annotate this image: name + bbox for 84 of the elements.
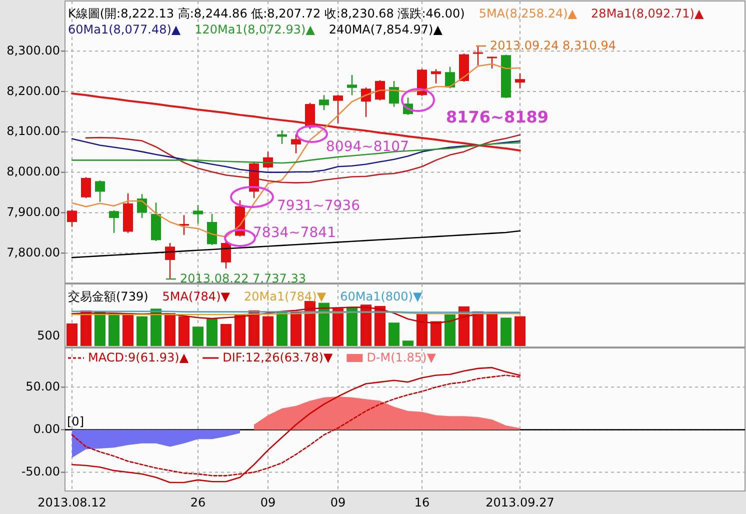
line-series (85, 134, 521, 184)
y-tick-label: 0.00 (33, 422, 60, 436)
bar (430, 321, 442, 346)
candlestick (81, 176, 91, 199)
candlestick (291, 134, 301, 154)
annotation: 2013.09.24 8,310.94 (490, 38, 616, 52)
bar (178, 316, 190, 346)
candlestick (333, 94, 343, 124)
legend-label: D-M(1.85)▼ (366, 350, 437, 364)
x-tick-label: 09 (260, 495, 276, 510)
y-tick-label: 50.00 (26, 379, 60, 394)
candlestick (375, 80, 385, 101)
bar (136, 316, 148, 346)
bar (220, 324, 232, 346)
bar (192, 326, 204, 346)
annotation: 7931~7936 (277, 198, 360, 214)
bar (346, 306, 358, 346)
line-series (71, 138, 521, 173)
candlestick (193, 204, 203, 224)
bar (360, 304, 372, 346)
x-tick-label: 2013.09.27 (486, 495, 554, 510)
bar (318, 302, 330, 346)
bar (108, 313, 120, 346)
chart-title: 交易金額(739) (68, 289, 148, 304)
bar (262, 316, 274, 346)
candlestick (445, 66, 455, 89)
bar (304, 301, 316, 346)
text: 5MA(8,258.24)▲ (478, 6, 578, 20)
y-tick-label: 7,900.00 (6, 204, 60, 219)
x-tick-label: 2013.08.12 (38, 495, 106, 510)
bar (150, 308, 162, 346)
y-tick-label: 8,100.00 (6, 124, 60, 138)
annotation: 7834~7841 (253, 224, 336, 241)
bar (332, 308, 344, 346)
y-tick-label: 8,300.00 (6, 43, 60, 58)
legend-label: MACD:9(61.93)▲ (88, 350, 190, 364)
candlestick (319, 94, 329, 111)
candlestick (347, 74, 357, 96)
text: 120Ma1(8,072.93)▲ (194, 22, 316, 36)
candlestick (165, 242, 175, 280)
x-tick-label: 09 (330, 495, 346, 510)
text: 240MA(7,854.97)▲ (328, 22, 444, 36)
bar (514, 316, 526, 346)
candlestick (67, 208, 77, 228)
text: K線圖(開:8,222.13 高:8,244.86 低:8,207.72 收:8,230.68 漲跌:46.00) (68, 6, 465, 20)
bar (416, 314, 428, 346)
bar (374, 306, 386, 346)
candlestick (473, 46, 483, 66)
bar (248, 310, 260, 346)
candlestick (207, 213, 217, 246)
candlestick (109, 210, 119, 234)
series-label: 20Ma1(784)▼ (244, 289, 327, 304)
legend-label: DIF:12,26(63.78)▼ (222, 350, 334, 364)
candlestick (515, 72, 525, 89)
candlestick (95, 180, 105, 202)
y-tick-label: -50.00 (21, 464, 60, 479)
annotation: 8094~8107 (326, 138, 409, 155)
bar (402, 340, 414, 346)
bar (164, 313, 176, 346)
x-tick-label: 26 (190, 495, 206, 510)
y-tick-label: 7,800.00 (6, 245, 60, 260)
bar (234, 314, 246, 346)
y-tick-label: 8,000.00 (6, 164, 60, 179)
annotation: 2013.08.22 7,737.33 (180, 271, 306, 286)
series-label: 5MA(784)▼ (162, 289, 231, 304)
bar (122, 313, 134, 346)
bar (500, 318, 512, 346)
series-label: 60Ma1(800)▼ (340, 289, 423, 304)
bar (206, 318, 218, 346)
bar (486, 313, 498, 346)
bar (66, 324, 78, 346)
text: 28Ma1(8,092.71)▲ (591, 6, 704, 20)
candlestick (361, 86, 371, 118)
bar (388, 322, 400, 346)
bar (290, 312, 302, 346)
text: 60Ma1(8,077.48)▲ (68, 22, 182, 36)
text: 500 (37, 328, 60, 342)
bar (276, 311, 288, 346)
annotation: 8176~8189 (446, 107, 548, 126)
candlestick (389, 80, 399, 108)
x-tick-label: 16 (414, 495, 430, 510)
annotation: [0] (67, 414, 84, 428)
bar (444, 314, 456, 346)
y-tick-label: 8,200.00 (6, 84, 60, 98)
